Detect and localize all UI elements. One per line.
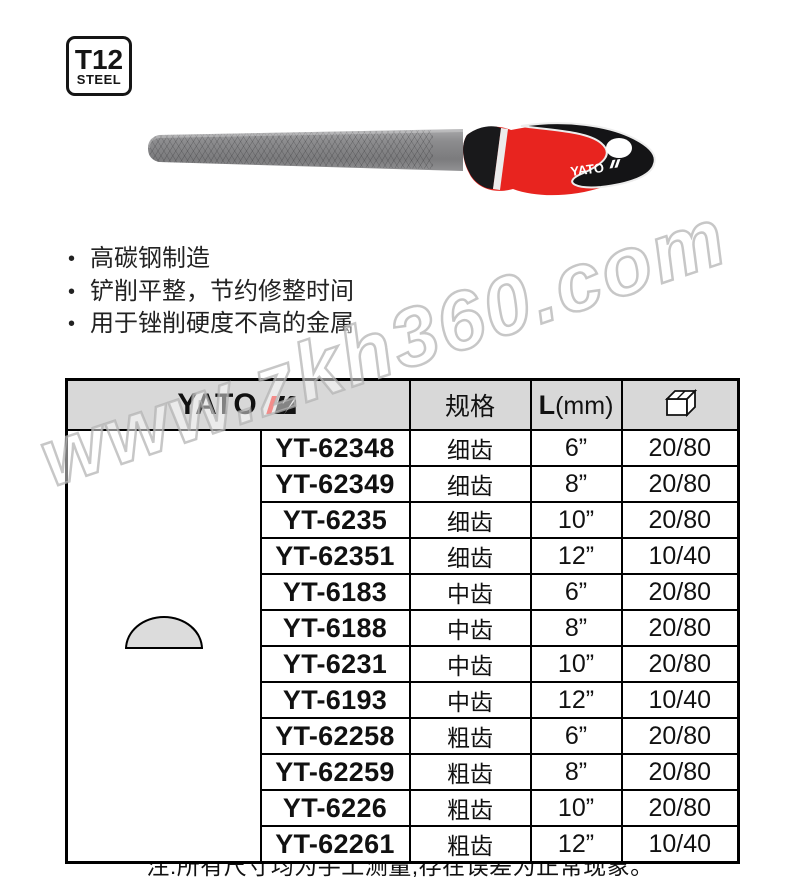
spec-row: YT-62349 细齿 8” 20/80 <box>67 465 740 503</box>
model-cell: YT-62348 <box>259 429 411 467</box>
length-cell: 6” <box>529 429 623 467</box>
steel-grade-title: T12 <box>74 43 124 75</box>
teeth-cell: 细齿 <box>408 465 532 503</box>
spec-table: YATO 规格 L(mm) <box>65 378 740 864</box>
pack-cell: 20/80 <box>620 789 740 827</box>
teeth-cell: 粗齿 <box>408 753 532 791</box>
brand-header-cell: YATO <box>65 378 411 431</box>
feature-text: 用于锉削硬度不高的金属 <box>90 310 354 337</box>
model-cell: YT-62259 <box>259 753 411 791</box>
teeth-cell: 粗齿 <box>408 789 532 827</box>
feature-item: • 铲削平整，节约修整时间 <box>68 276 354 309</box>
model-cell: YT-6226 <box>259 789 411 827</box>
model-cell: YT-62351 <box>259 537 411 575</box>
length-cell: 6” <box>529 717 623 755</box>
spec-row: YT-62348 细齿 6” 20/80 <box>65 429 740 864</box>
pack-cell: 20/80 <box>620 753 740 791</box>
teeth-cell: 粗齿 <box>408 717 532 755</box>
teeth-cell: 细齿 <box>408 501 532 539</box>
teeth-cell: 中齿 <box>408 609 532 647</box>
spec-row: YT-62261 粗齿 12” 10/40 <box>67 825 740 864</box>
feature-item: • 用于锉削硬度不高的金属 <box>68 308 354 341</box>
length-cell: 12” <box>529 537 623 575</box>
spec-row: YT-62351 细齿 12” 10/40 <box>67 537 740 575</box>
pack-cell: 20/80 <box>620 573 740 611</box>
pack-cell: 20/80 <box>620 609 740 647</box>
cross-section-cell <box>65 429 262 864</box>
spec-row: YT-6193 中齿 12” 10/40 <box>67 681 740 719</box>
model-cell: YT-6183 <box>259 573 411 611</box>
file-handle: YATO <box>463 122 656 196</box>
spec-row: YT-62258 粗齿 6” 20/80 <box>67 717 740 755</box>
model-cell: YT-62258 <box>259 717 411 755</box>
pack-cell: 20/80 <box>620 429 740 467</box>
product-image: YATO <box>143 118 665 206</box>
spec-row: YT-6188 中齿 8” 20/80 <box>67 609 740 647</box>
teeth-cell: 细齿 <box>408 537 532 575</box>
spec-row: YT-6226 粗齿 10” 20/80 <box>67 789 740 827</box>
pack-cell: 20/80 <box>620 645 740 683</box>
bullet-icon: • <box>68 280 76 303</box>
pack-cell: 10/40 <box>620 681 740 719</box>
length-cell: 8” <box>529 753 623 791</box>
model-cell: YT-6193 <box>259 681 411 719</box>
feature-list: • 高碳钢制造 • 铲削平整，节约修整时间 • 用于锉削硬度不高的金属 <box>68 243 354 341</box>
handle-brand-mark-icon <box>609 159 621 169</box>
length-header-cell: L(mm) <box>529 378 623 431</box>
pack-cell: 10/40 <box>620 825 740 864</box>
steel-grade-subtitle: STEEL <box>76 71 122 87</box>
spec-row: YT-6235 细齿 10” 20/80 <box>67 501 740 539</box>
file-blade <box>148 129 463 171</box>
spec-header-cell: 规格 <box>408 378 532 431</box>
spec-row: YT-6183 中齿 6” 20/80 <box>67 573 740 611</box>
pack-cell: 20/80 <box>620 717 740 755</box>
feature-item: • 高碳钢制造 <box>68 243 354 276</box>
pack-cell: 10/40 <box>620 537 740 575</box>
half-round-file-illustration: YATO <box>148 122 656 196</box>
steel-grade-badge: T12 STEEL <box>66 36 132 96</box>
bullet-icon: • <box>68 248 76 270</box>
length-cell: 10” <box>529 645 623 683</box>
handle-brand-text: YATO <box>570 160 605 179</box>
teeth-cell: 细齿 <box>408 429 532 467</box>
feature-text: 高碳钢制造 <box>90 245 210 272</box>
table-header-row: YATO 规格 L(mm) <box>65 378 740 431</box>
teeth-cell: 粗齿 <box>408 825 532 864</box>
teeth-cell: 中齿 <box>408 573 532 611</box>
model-cell: YT-6231 <box>259 645 411 683</box>
handle-hang-hole <box>606 138 632 158</box>
length-cell: 8” <box>529 609 623 647</box>
length-cell: 12” <box>529 681 623 719</box>
teeth-cell: 中齿 <box>408 645 532 683</box>
half-round-cross-section-shape <box>124 615 203 649</box>
model-cell: YT-62261 <box>259 825 411 864</box>
length-cell: 8” <box>529 465 623 503</box>
pack-cell: 20/80 <box>620 501 740 539</box>
length-cell: 12” <box>529 825 623 864</box>
model-cell: YT-62349 <box>259 465 411 503</box>
bullet-icon: • <box>68 313 76 335</box>
model-cell: YT-6188 <box>259 609 411 647</box>
model-cell: YT-6235 <box>259 501 411 539</box>
feature-text: 铲削平整，节约修整时间 <box>90 277 354 305</box>
pack-cell: 20/80 <box>620 465 740 503</box>
yato-logo-mark-icon <box>266 396 296 414</box>
length-cell: 10” <box>529 789 623 827</box>
teeth-cell: 中齿 <box>408 681 532 719</box>
pack-header-cell <box>620 378 740 431</box>
spec-row: YT-6231 中齿 10” 20/80 <box>67 645 740 683</box>
length-cell: 10” <box>529 501 623 539</box>
length-cell: 6” <box>529 573 623 611</box>
spec-row: YT-62259 粗齿 8” 20/80 <box>67 753 740 791</box>
brand-logo-text: YATO <box>177 388 258 421</box>
package-box-icon <box>664 388 697 417</box>
